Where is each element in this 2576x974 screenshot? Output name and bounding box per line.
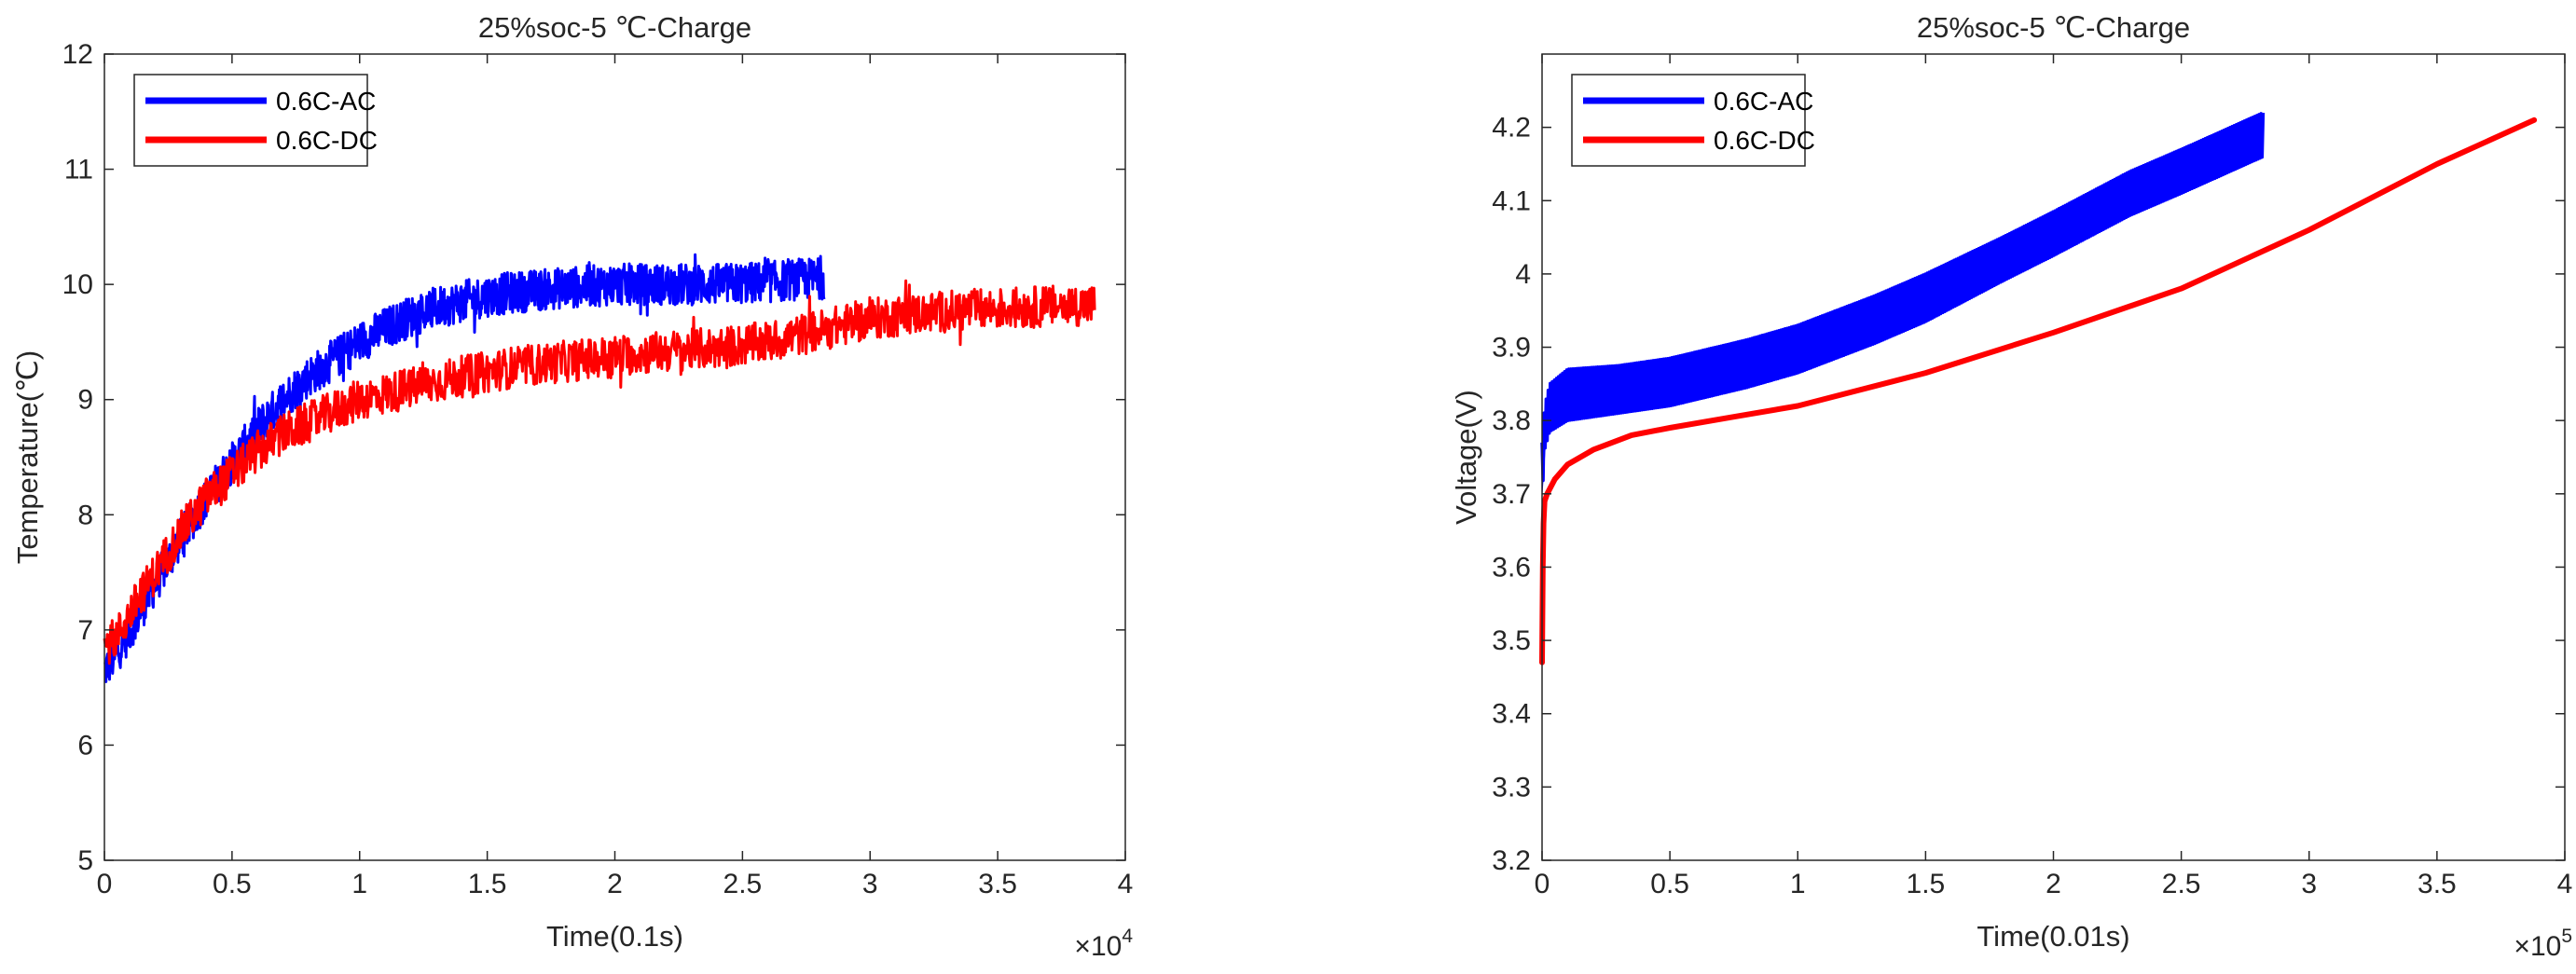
voltage-chart-title: 25%soc-5 ℃-Charge [1917,11,2190,44]
voltage-x-tick-label: 0 [1535,869,1550,899]
temperature-axes: 0 0.5 1 1.5 2 2.5 3 3.5 4 5 6 7 8 9 10 11 12 [62,39,1134,899]
temperature-y-tick-label: 10 [62,269,93,300]
temperature-x-exponent: ×104 [1074,926,1133,962]
voltage-x-tick-label: 3 [2301,869,2317,899]
temperature-y-tick-label: 8 [77,500,93,530]
voltage-x-tick-label: 1.5 [1907,869,1946,899]
temperature-x-tick-label: 2.5 [723,869,763,899]
voltage-x-tick-label: 4 [2557,869,2573,899]
temperature-x-tick-label: 2 [607,869,623,899]
voltage-y-tick-label: 3.5 [1492,625,1531,656]
temperature-legend-label-ac: 0.6C-AC [276,87,376,116]
voltage-x-tick-label: 2.5 [2162,869,2201,899]
temperature-y-tick-label: 5 [77,845,93,876]
temperature-plot-area [104,54,1125,860]
temperature-legend-label-dc: 0.6C-DC [276,126,378,155]
temperature-x-tick-label: 0.5 [213,869,252,899]
temperature-legend: 0.6C-AC 0.6C-DC [133,74,378,167]
voltage-x-axis-label: Time(0.01s) [1977,920,2129,953]
temperature-x-tick-label: 1.5 [468,869,507,899]
voltage-x-exponent-power: 5 [2561,926,2572,947]
temperature-chart: 0 0.5 1 1.5 2 2.5 3 3.5 4 5 6 7 8 9 10 11 12 25%soc-5 ℃-… [11,11,1133,962]
temperature-x-axis-label: Time(0.1s) [546,920,683,953]
voltage-legend-label-ac: 0.6C-AC [1714,87,1813,116]
temperature-x-exponent-power: 4 [1122,926,1133,947]
voltage-y-tick-label: 4.1 [1492,185,1531,216]
voltage-y-tick-label: 3.2 [1492,845,1531,876]
voltage-y-axis-label: Voltage(V) [1450,390,1482,525]
temperature-x-tick-label: 4 [1118,869,1134,899]
voltage-x-exponent: ×105 [2514,926,2572,962]
temperature-x-tick-label: 3.5 [978,869,1017,899]
temperature-x-exponent-base: ×10 [1074,931,1122,962]
temperature-series-layer [103,253,1096,683]
temperature-y-tick-label: 11 [64,155,93,185]
temperature-y-axis-label: Temperature(℃) [11,350,44,565]
voltage-series-layer [1539,112,2538,665]
voltage-x-tick-label: 1 [1790,869,1806,899]
voltage-x-tick-label: 2 [2046,869,2061,899]
voltage-x-tick-label: 0.5 [1650,869,1689,899]
temperature-y-tick-label: 12 [62,39,93,70]
voltage-legend-label-dc: 0.6C-DC [1714,126,1815,155]
voltage-y-tick-label: 3.9 [1492,333,1531,364]
voltage-y-tick-label: 4.2 [1492,113,1531,144]
voltage-chart: 0 0.5 1 1.5 2 2.5 3 3.5 4 3.2 3.3 3.4 3.5 3.6 3.7 3.8 3.… [1450,11,2572,962]
voltage-y-tick-label: 3.3 [1492,772,1531,803]
voltage-x-tick-label: 3.5 [2418,869,2457,899]
voltage-y-tick-label: 3.7 [1492,479,1531,510]
voltage-y-tick-label: 3.8 [1492,405,1531,436]
voltage-x-exponent-base: ×10 [2514,931,2561,962]
temperature-chart-title: 25%soc-5 ℃-Charge [478,11,751,44]
voltage-series-dc [1539,117,2538,665]
voltage-axes: 0 0.5 1 1.5 2 2.5 3 3.5 4 3.2 3.3 3.4 3.5 3.6 3.7 3.8 3.… [1492,53,2573,899]
temperature-y-tick-label: 9 [77,385,93,416]
temperature-x-tick-label: 3 [862,869,878,899]
voltage-y-tick-label: 3.4 [1492,699,1531,730]
temperature-legend-box [133,74,368,167]
voltage-legend: 0.6C-AC 0.6C-DC [1571,74,1815,167]
temperature-x-tick-label: 1 [351,869,367,899]
temperature-x-tick-label: 0 [97,869,113,899]
temperature-y-tick-label: 6 [77,730,93,761]
voltage-series-ac-band-fill [1542,112,2264,501]
temperature-y-tick-label: 7 [77,615,93,646]
voltage-y-tick-label: 4 [1515,259,1531,290]
voltage-y-tick-label: 3.6 [1492,552,1531,583]
temperature-series-dc [103,279,1096,665]
voltage-legend-box [1571,74,1806,167]
